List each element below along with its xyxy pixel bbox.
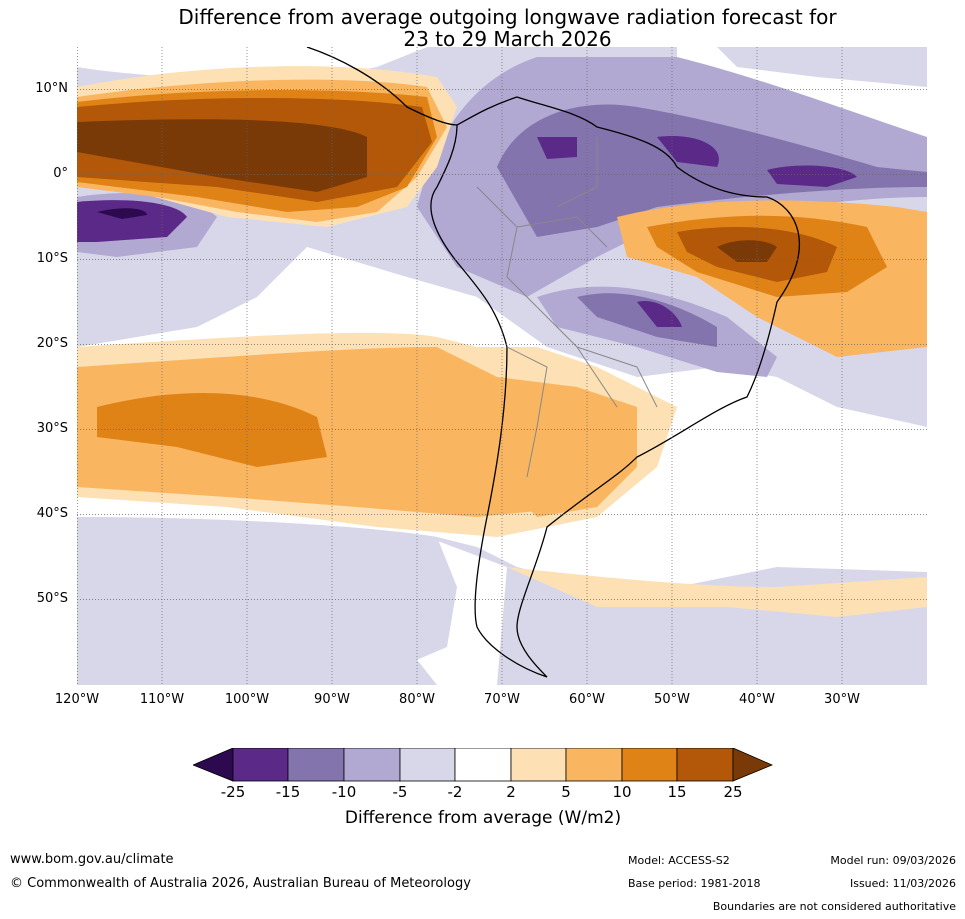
colorbar-segment [565, 748, 623, 782]
chart-title-line1: Difference from average outgoing longwav… [178, 5, 837, 29]
base-period-text: Base period: 1981-2018 [628, 877, 761, 890]
colorbar-label: -10 [331, 783, 357, 801]
colorbar-title: Difference from average (W/m2) [344, 808, 622, 828]
lat-label-50s: 50°S [36, 591, 68, 606]
copyright-text: © Commonwealth of Australia 2026, Austra… [10, 876, 471, 891]
lat-label-10n: 10°N [35, 81, 68, 96]
colorbar [193, 748, 773, 782]
colorbar-label: 25 [723, 783, 743, 801]
olr-anomaly-map [77, 47, 927, 685]
south-america-coastline [430, 96, 801, 678]
lon-label-100w: 100°W [224, 692, 270, 707]
lon-label-40w: 40°W [739, 692, 775, 707]
lon-label-30w: 30°W [824, 692, 860, 707]
colorbar-segment [676, 748, 734, 782]
colorbar-label: -15 [275, 783, 301, 801]
colorbar-segment [399, 748, 456, 782]
lat-label-10s: 10°S [36, 251, 68, 266]
colorbar-high-arrow [732, 748, 773, 782]
colorbar-label: 15 [667, 783, 687, 801]
colorbar-label: 10 [612, 783, 632, 801]
colorbar-label: -25 [220, 783, 246, 801]
colorbar-segment [621, 748, 678, 782]
lat-label-40s: 40°S [36, 506, 68, 521]
lon-label-60w: 60°W [569, 692, 605, 707]
colorbar-label: 5 [561, 783, 571, 801]
lat-label-30s: 30°S [36, 421, 68, 436]
colorbar-label: 2 [506, 783, 516, 801]
colorbar-label: -5 [392, 783, 408, 801]
colorbar-segment [232, 748, 289, 782]
lon-label-90w: 90°W [314, 692, 350, 707]
colorbar-segment [454, 748, 512, 782]
colorbar-low-arrow [193, 748, 234, 782]
lat-label-0: 0° [53, 166, 68, 181]
model-run-text: Model run: 09/03/2026 [830, 854, 956, 867]
colorbar-label: -2 [447, 783, 463, 801]
model-text: Model: ACCESS-S2 [628, 854, 730, 867]
lon-label-70w: 70°W [484, 692, 520, 707]
website-link[interactable]: www.bom.gov.au/climate [10, 852, 174, 867]
lon-label-50w: 50°W [654, 692, 690, 707]
graticule [77, 47, 927, 685]
lon-label-120w: 120°W [54, 692, 100, 707]
disclaimer-text: Boundaries are not considered authoritat… [712, 900, 956, 913]
lon-label-80w: 80°W [399, 692, 435, 707]
chart-title-line2: 23 to 29 March 2026 [403, 27, 612, 51]
lon-label-110w: 110°W [139, 692, 185, 707]
colorbar-segment [343, 748, 401, 782]
colorbar-segment [510, 748, 567, 782]
colorbar-segment [287, 748, 345, 782]
issued-text: Issued: 11/03/2026 [849, 877, 956, 890]
lat-label-20s: 20°S [36, 336, 68, 351]
